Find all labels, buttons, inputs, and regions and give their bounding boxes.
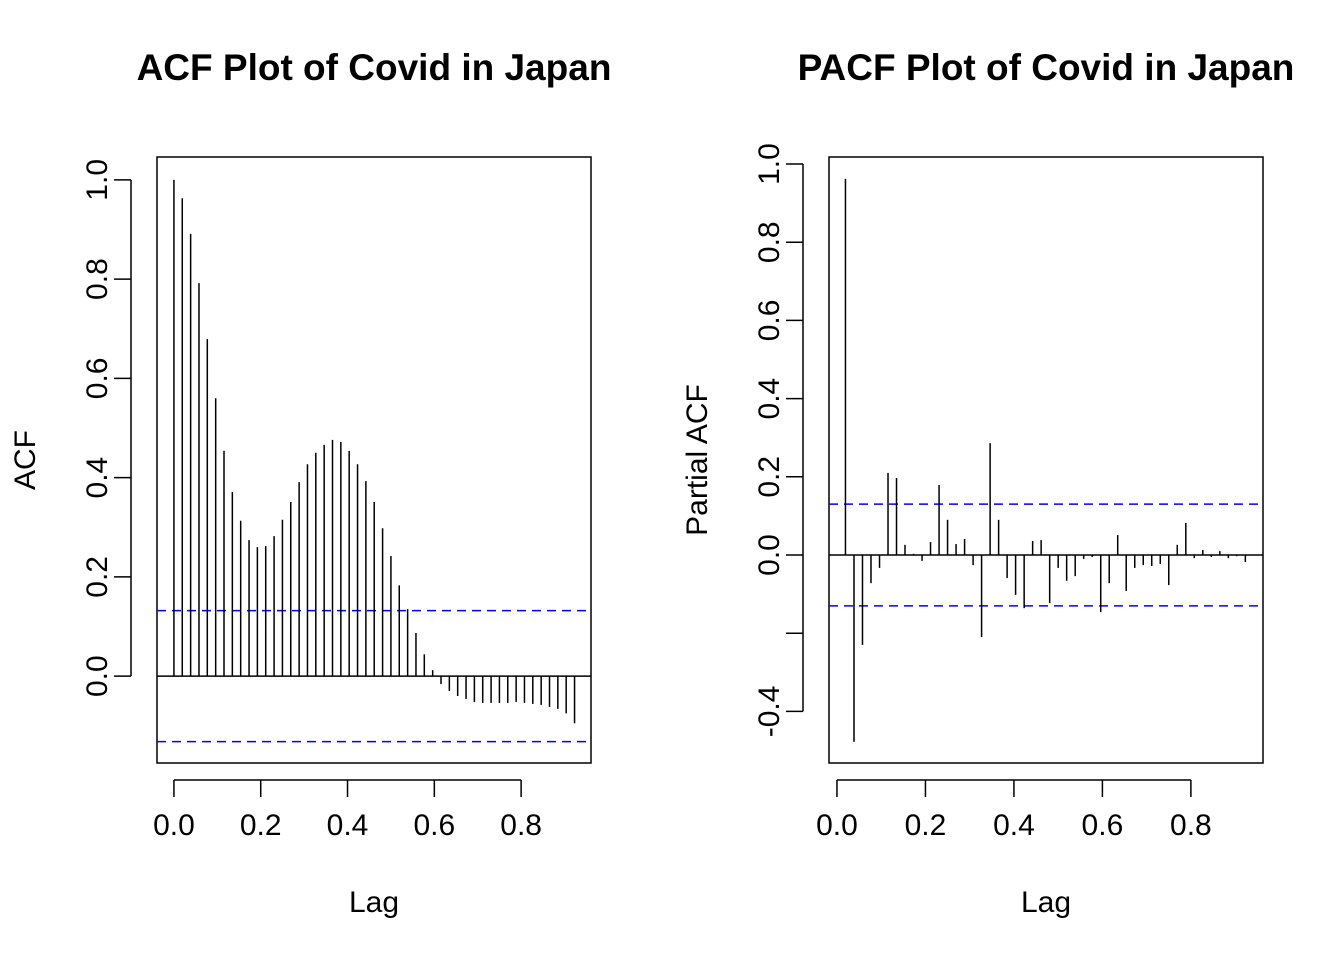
y-tick-label: 1.0 bbox=[81, 159, 114, 201]
x-tick-label: 0.6 bbox=[413, 809, 455, 842]
x-tick-label: 0.4 bbox=[993, 809, 1035, 842]
chart-title: PACF Plot of Covid in Japan bbox=[798, 47, 1295, 88]
y-tick-label: 0.6 bbox=[753, 300, 786, 342]
x-tick-label: 0.4 bbox=[327, 809, 369, 842]
y-tick-label: 1.0 bbox=[753, 143, 786, 185]
chart-title: ACF Plot of Covid in Japan bbox=[137, 47, 612, 88]
y-tick-label: 0.2 bbox=[81, 556, 114, 598]
y-tick-label: 0.0 bbox=[753, 534, 786, 576]
x-axis-label: Lag bbox=[349, 886, 399, 919]
y-tick-label: 0.8 bbox=[81, 258, 114, 300]
y-tick-label: 0.8 bbox=[753, 221, 786, 263]
y-tick-label: 0.6 bbox=[81, 357, 114, 399]
y-tick-label: 0.0 bbox=[81, 655, 114, 697]
y-tick-label: 0.2 bbox=[753, 456, 786, 498]
plot-frame bbox=[828, 156, 1264, 764]
x-tick-label: 0.2 bbox=[240, 809, 282, 842]
x-tick-label: 0.0 bbox=[153, 809, 195, 842]
x-tick-label: 0.0 bbox=[816, 809, 858, 842]
y-axis-label: ACF bbox=[9, 430, 42, 490]
y-tick-label: 0.4 bbox=[81, 457, 114, 499]
x-tick-label: 0.2 bbox=[905, 809, 947, 842]
y-axis-label: Partial ACF bbox=[681, 384, 714, 536]
x-tick-label: 0.8 bbox=[1170, 809, 1212, 842]
x-tick-label: 0.6 bbox=[1082, 809, 1124, 842]
x-tick-label: 0.8 bbox=[500, 809, 542, 842]
y-tick-label: -0.4 bbox=[753, 686, 786, 738]
y-tick-label: 0.4 bbox=[753, 378, 786, 420]
x-axis-label: Lag bbox=[1021, 886, 1071, 919]
plot-frame bbox=[156, 156, 592, 764]
